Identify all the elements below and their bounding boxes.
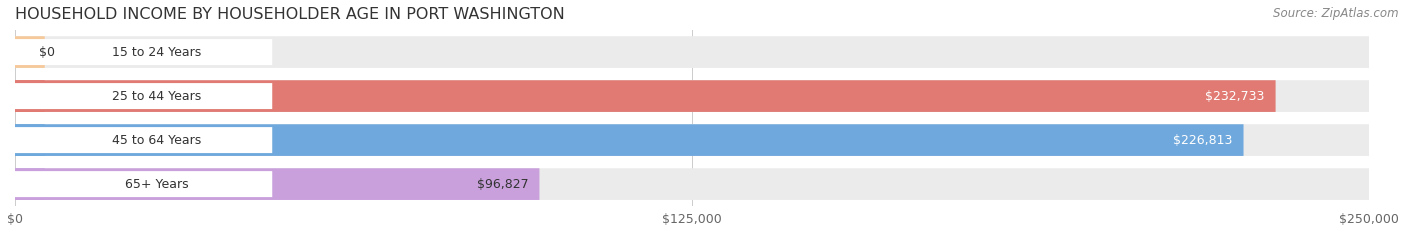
Text: 15 to 24 Years: 15 to 24 Years: [112, 46, 201, 58]
Text: 65+ Years: 65+ Years: [125, 178, 188, 191]
Text: 25 to 44 Years: 25 to 44 Years: [112, 89, 201, 103]
FancyBboxPatch shape: [15, 127, 273, 153]
FancyBboxPatch shape: [15, 124, 45, 156]
FancyBboxPatch shape: [15, 39, 273, 65]
Text: $96,827: $96,827: [477, 178, 529, 191]
Text: HOUSEHOLD INCOME BY HOUSEHOLDER AGE IN PORT WASHINGTON: HOUSEHOLD INCOME BY HOUSEHOLDER AGE IN P…: [15, 7, 565, 22]
FancyBboxPatch shape: [15, 80, 1369, 112]
FancyBboxPatch shape: [15, 168, 540, 200]
FancyBboxPatch shape: [15, 80, 1275, 112]
Text: 45 to 64 Years: 45 to 64 Years: [112, 134, 201, 147]
FancyBboxPatch shape: [15, 168, 1369, 200]
FancyBboxPatch shape: [15, 80, 45, 112]
Text: Source: ZipAtlas.com: Source: ZipAtlas.com: [1274, 7, 1399, 20]
Text: $232,733: $232,733: [1205, 89, 1265, 103]
Text: $226,813: $226,813: [1174, 134, 1233, 147]
FancyBboxPatch shape: [15, 36, 45, 68]
FancyBboxPatch shape: [15, 124, 1243, 156]
FancyBboxPatch shape: [15, 171, 273, 197]
Text: $0: $0: [39, 46, 55, 58]
FancyBboxPatch shape: [15, 124, 1369, 156]
FancyBboxPatch shape: [15, 83, 273, 109]
FancyBboxPatch shape: [15, 36, 1369, 68]
FancyBboxPatch shape: [15, 168, 45, 200]
